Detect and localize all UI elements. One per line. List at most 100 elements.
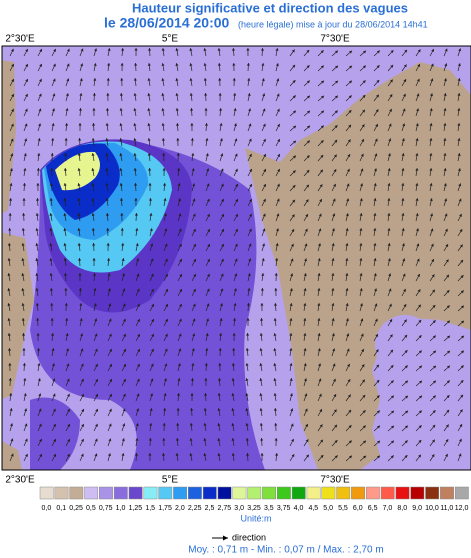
arrow-head <box>375 123 378 127</box>
arrow-head <box>429 198 433 202</box>
arrow-head <box>165 288 168 292</box>
arrow-head <box>190 138 194 141</box>
arrow-head <box>359 198 363 202</box>
arrow-head <box>51 123 55 126</box>
arrow-head <box>345 288 349 291</box>
arrow-head <box>376 364 379 368</box>
arrow-head <box>388 138 392 142</box>
arrow-head <box>430 78 434 82</box>
arrow-head <box>273 408 277 411</box>
color-label: 2,25 <box>188 505 202 512</box>
arrow-head <box>7 273 11 276</box>
arrow-head <box>320 455 324 458</box>
arrow-head <box>303 318 307 321</box>
arrow-head <box>304 393 308 397</box>
arrow-head <box>204 363 208 366</box>
arrow-head <box>77 168 81 171</box>
arrow-head <box>193 288 196 292</box>
arrow-head <box>334 139 338 143</box>
arrow-head <box>25 78 28 82</box>
arrow-head <box>317 243 321 247</box>
arrow-head <box>291 214 295 218</box>
arrow-head <box>289 363 293 366</box>
arrow-head <box>458 183 462 187</box>
arrow-head <box>401 153 405 156</box>
arrow-head <box>273 348 277 351</box>
arrow-head <box>443 168 447 171</box>
arrow-head <box>193 258 196 262</box>
arrow-head <box>149 423 153 426</box>
arrow-head <box>121 273 125 277</box>
arrow-head <box>105 198 109 201</box>
arrow-head <box>431 259 434 263</box>
arrow-head <box>319 409 323 413</box>
top-label: 7°30'E <box>320 34 350 45</box>
arrow-head <box>161 48 165 51</box>
arrow-head <box>108 303 112 307</box>
arrow-head <box>220 168 224 172</box>
arrow-head <box>404 380 408 384</box>
arrow-head <box>348 425 352 429</box>
arrow-head <box>432 410 436 414</box>
arrow-head <box>345 258 349 261</box>
arrow-head <box>206 288 210 292</box>
stats: Moy. : 0,71 m - Min. : 0,07 m / Max. : 2… <box>188 545 383 556</box>
arrow-head <box>261 78 265 82</box>
arrow-head <box>77 228 81 231</box>
arrow-head <box>204 123 208 126</box>
arrow-head <box>234 258 238 262</box>
arrow-head <box>137 303 140 307</box>
arrow-head <box>67 423 70 427</box>
arrow-head <box>37 138 41 142</box>
arrow-head <box>460 290 464 294</box>
arrow-head <box>147 63 151 66</box>
arrow-head <box>260 453 264 456</box>
arrow-head <box>233 123 237 127</box>
arrow-head <box>446 380 450 384</box>
color-swatch <box>336 486 351 500</box>
arrow-head <box>333 154 337 158</box>
arrow-head <box>363 440 366 444</box>
arrow-head <box>345 303 349 307</box>
arrow-head <box>360 183 364 187</box>
arrow-head <box>416 243 420 247</box>
arrow-head <box>203 48 207 51</box>
arrow-head <box>417 64 421 68</box>
arrow-head <box>387 213 391 216</box>
arrow-head <box>432 395 436 399</box>
arrow-head <box>389 79 393 83</box>
arrow-head <box>120 63 124 66</box>
arrow-head <box>205 138 209 141</box>
color-swatch <box>291 486 306 500</box>
arrow-head <box>260 318 264 321</box>
arrow-head <box>246 48 250 51</box>
direction-arrow-head <box>223 535 228 541</box>
arrow-head <box>303 288 307 291</box>
arrow-head <box>63 198 67 201</box>
arrow-head <box>36 183 40 186</box>
arrow-head <box>23 168 27 171</box>
arrow-head <box>23 153 27 157</box>
arrow-head <box>135 438 139 441</box>
arrow-head <box>36 318 40 321</box>
arrow-head <box>148 453 152 456</box>
arrow-head <box>457 168 461 172</box>
color-swatch <box>365 486 380 500</box>
arrow-head <box>345 318 349 322</box>
bottom-label: 2°30'E <box>5 475 35 486</box>
arrow-head <box>108 318 112 322</box>
arrow-head <box>362 95 366 98</box>
arrow-head <box>275 228 279 232</box>
arrow-head <box>373 198 377 201</box>
arrow-head <box>373 243 377 246</box>
unit: Unité:m <box>240 513 271 523</box>
map <box>1 45 471 471</box>
arrow-head <box>94 48 98 52</box>
arrow-head <box>25 48 28 52</box>
arrow-head <box>53 438 56 442</box>
arrow-head <box>119 168 123 171</box>
arrow-head <box>67 408 70 412</box>
arrow-head <box>317 318 321 321</box>
arrow-head <box>305 423 308 427</box>
arrow-head <box>262 93 266 97</box>
